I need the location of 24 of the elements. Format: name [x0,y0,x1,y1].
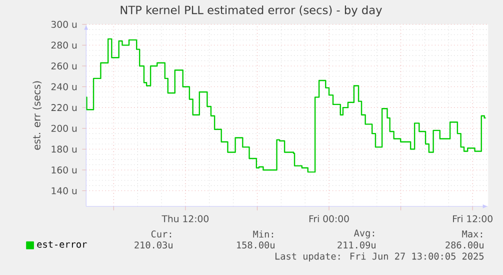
text: Min: [253,230,274,238]
text: Last update: Fri Jun 27 13:00:05 2025 [275,252,484,262]
legend-label: est-error [37,241,87,248]
chart-title: NTP kernel PLL estimated error (secs) - by day [120,6,382,16]
y-tick-label: 300 u [51,20,77,28]
y-tick-label: 220 u [51,104,77,112]
x-tick-label: Fri 00:00 [309,215,349,222]
text: 211.09u [338,241,376,249]
text: 158.00u [237,241,274,249]
text: 286.00u [446,241,484,249]
x-tick-label: Fri 12:00 [453,215,492,222]
y-tick-label: 200 u [51,124,77,132]
text: Max: [462,230,482,238]
y-tick-label: 160 u [52,166,77,174]
y-tick-label: 260 u [51,62,77,70]
x-tick-label: Thu 12:00 [162,215,209,222]
y-tick-label: 140 u [52,187,77,194]
y-tick-label: 180 u [52,146,77,153]
text: Avg: [354,230,374,238]
y-axis-title: est. err (secs) [32,81,42,150]
text: Cur: [151,230,172,238]
y-tick-label: 280 u [51,42,77,49]
y-tick-label: 240 u [51,83,77,90]
text: 210.03u [134,241,172,249]
